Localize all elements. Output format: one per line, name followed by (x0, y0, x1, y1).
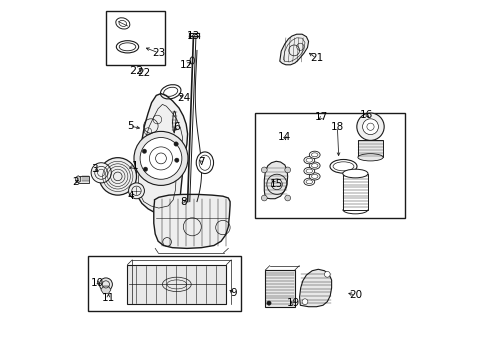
Ellipse shape (309, 151, 320, 158)
Text: 21: 21 (309, 53, 323, 63)
Circle shape (261, 167, 266, 173)
Circle shape (128, 183, 144, 199)
Ellipse shape (329, 159, 356, 173)
Circle shape (143, 167, 147, 171)
Ellipse shape (303, 167, 314, 175)
Polygon shape (127, 265, 226, 304)
Text: 17: 17 (315, 112, 328, 122)
Text: 1: 1 (131, 161, 138, 171)
Text: 22: 22 (137, 68, 150, 78)
Circle shape (142, 149, 146, 153)
Text: 24: 24 (177, 93, 190, 103)
Text: 3: 3 (90, 164, 97, 174)
Circle shape (261, 195, 266, 201)
Bar (106, 11, 165, 65)
Ellipse shape (303, 157, 314, 164)
Text: 18: 18 (330, 122, 343, 132)
Polygon shape (153, 194, 230, 248)
Text: 8: 8 (180, 197, 186, 207)
Bar (357, 140, 382, 157)
Circle shape (134, 131, 187, 185)
Polygon shape (299, 269, 331, 307)
Text: 23: 23 (152, 48, 165, 58)
Text: 16: 16 (360, 110, 373, 120)
Circle shape (140, 138, 182, 179)
Polygon shape (101, 286, 111, 293)
Polygon shape (264, 161, 287, 199)
Bar (342, 174, 367, 210)
Text: 15: 15 (269, 179, 282, 189)
Circle shape (362, 119, 378, 135)
Bar (255, 113, 404, 218)
Circle shape (99, 278, 112, 291)
Text: 4: 4 (127, 191, 134, 201)
Text: 13: 13 (186, 31, 200, 41)
Circle shape (284, 195, 290, 201)
Circle shape (284, 167, 290, 173)
Circle shape (356, 113, 384, 140)
Text: 22: 22 (129, 66, 143, 76)
Text: 2: 2 (72, 177, 79, 187)
Ellipse shape (309, 173, 320, 180)
Text: 7: 7 (198, 157, 204, 167)
Circle shape (302, 299, 307, 305)
Text: 19: 19 (286, 298, 299, 309)
Polygon shape (76, 176, 81, 183)
Text: 6: 6 (172, 122, 179, 132)
Ellipse shape (309, 162, 320, 169)
Ellipse shape (342, 169, 367, 178)
Ellipse shape (196, 152, 213, 174)
Text: 20: 20 (348, 290, 361, 300)
Circle shape (99, 158, 136, 195)
Circle shape (174, 142, 178, 146)
Ellipse shape (357, 154, 382, 161)
Text: 11: 11 (102, 293, 115, 303)
Text: 5: 5 (126, 121, 133, 131)
Bar (265, 270, 294, 307)
Ellipse shape (303, 178, 314, 185)
Text: 12: 12 (180, 60, 193, 70)
Circle shape (266, 301, 270, 305)
Polygon shape (134, 94, 187, 213)
Text: 9: 9 (230, 288, 237, 298)
Circle shape (324, 271, 329, 277)
Circle shape (91, 163, 111, 183)
Text: 10: 10 (91, 278, 104, 288)
Bar (88, 256, 241, 311)
Polygon shape (279, 34, 308, 65)
Bar (78, 176, 89, 183)
Circle shape (174, 158, 179, 162)
Text: 14: 14 (278, 132, 291, 142)
